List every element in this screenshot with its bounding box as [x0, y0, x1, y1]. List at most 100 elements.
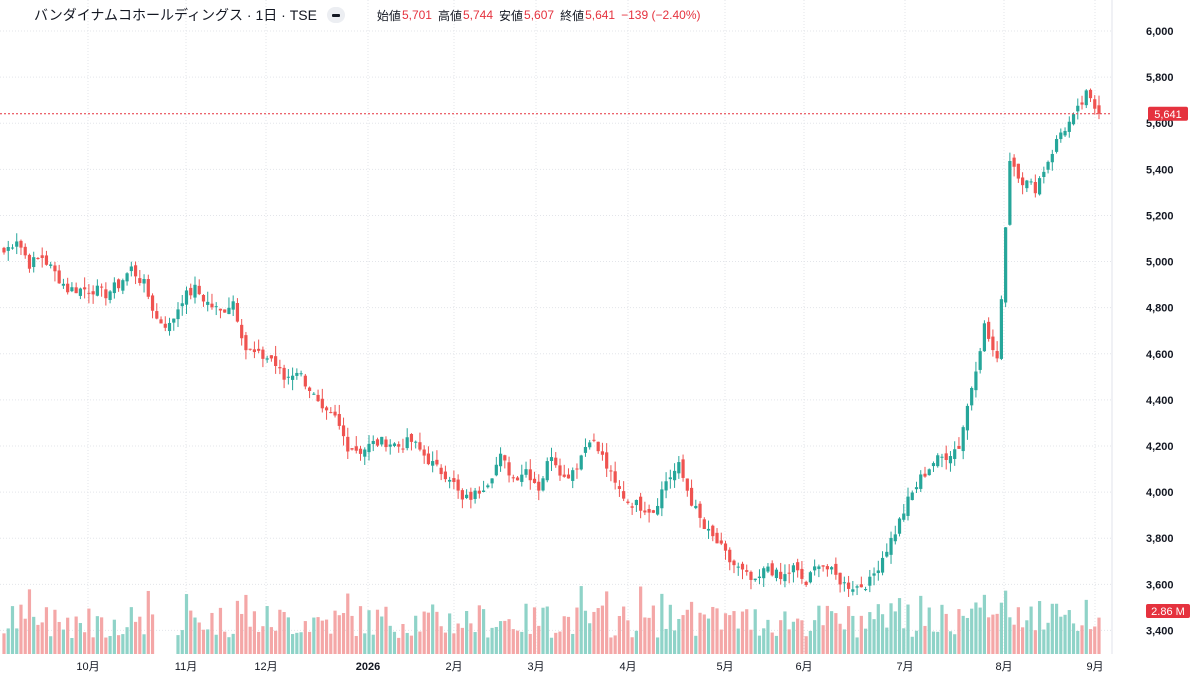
candle-body	[991, 336, 995, 351]
volume-bar	[414, 615, 418, 654]
candle-body	[159, 319, 163, 324]
candle-body	[307, 387, 312, 391]
volume-bar	[2, 633, 6, 654]
candle-body	[821, 565, 825, 567]
candle-body	[923, 473, 927, 477]
x-tick-label: 6月	[795, 661, 812, 673]
volume-bar	[36, 624, 40, 654]
candle-body	[1021, 177, 1025, 186]
y-tick-label: 4,400	[1146, 395, 1174, 407]
volume-bar	[494, 626, 498, 654]
volume-bar	[465, 610, 469, 654]
volume-bar	[291, 634, 295, 654]
candle-body	[397, 444, 401, 447]
volume-bar	[418, 631, 422, 654]
candle-body	[460, 490, 464, 500]
x-tick-label: 5月	[716, 661, 733, 673]
candle-body	[919, 474, 923, 489]
volume-bar	[507, 619, 511, 654]
volume-bar	[787, 629, 791, 654]
candle-body	[749, 571, 753, 580]
volume-bar	[978, 607, 982, 654]
volume-label: 2.86 M	[1151, 606, 1185, 618]
candle-body	[507, 462, 511, 476]
volume-bar	[520, 631, 524, 654]
candle-body	[439, 467, 443, 475]
volume-bar	[991, 614, 995, 654]
volume-bar	[545, 606, 549, 654]
candle-body	[902, 513, 906, 520]
y-tick-label: 5,400	[1146, 164, 1174, 176]
volume-bar	[834, 613, 838, 654]
volume-bar	[473, 632, 477, 654]
volume-bar	[490, 627, 494, 654]
volume-bar	[57, 621, 61, 654]
candle-body	[732, 560, 736, 566]
volume-bar	[677, 618, 681, 654]
candle-body	[600, 451, 605, 455]
volume-bar	[1046, 622, 1050, 654]
volume-bar	[324, 619, 329, 654]
candle-body	[15, 241, 19, 247]
volume-bar	[825, 605, 829, 654]
volume-bar	[592, 611, 596, 654]
volume-bar	[1004, 590, 1008, 654]
volume-bar	[74, 616, 78, 654]
volume-bar	[804, 636, 808, 654]
volume-bar	[723, 613, 728, 654]
volume-bar	[133, 621, 138, 654]
volume-bar	[431, 604, 435, 654]
candle-body	[1042, 171, 1046, 177]
volume-bar	[694, 635, 698, 654]
volume-bar	[651, 605, 655, 654]
volume-bar	[354, 635, 358, 654]
volume-bar	[375, 609, 380, 654]
candle-body	[70, 287, 74, 292]
candle-body	[473, 490, 477, 499]
candle-body	[346, 436, 350, 452]
candle-body	[66, 283, 70, 293]
candle-body	[1029, 181, 1033, 183]
candle-body	[1012, 157, 1016, 167]
volume-bar	[66, 617, 70, 654]
volume-bar	[121, 634, 125, 654]
candle-body	[745, 570, 749, 572]
candle-body	[142, 279, 146, 284]
volume-bar	[554, 632, 558, 654]
collapse-toggle-icon[interactable]	[326, 7, 345, 23]
volume-bar	[846, 606, 851, 654]
change-value: −139 (−2.40%)	[621, 8, 701, 22]
volume-bar	[371, 634, 375, 654]
candle-body	[180, 303, 184, 307]
volume-bar	[15, 628, 19, 654]
candle-body	[214, 306, 218, 308]
candle-body	[825, 566, 829, 570]
candle-body	[672, 470, 677, 481]
volume-bar	[656, 637, 660, 654]
candle-body	[83, 287, 87, 290]
volume-bar	[231, 633, 235, 654]
candle-body	[252, 349, 257, 353]
candle-body	[337, 413, 341, 426]
candle-body	[350, 448, 354, 450]
volume-bar	[863, 628, 868, 654]
y-tick-label: 4,600	[1146, 349, 1174, 361]
candle-body	[435, 459, 439, 465]
candle-body	[944, 453, 948, 460]
volume-bar	[902, 628, 906, 654]
volume-bar	[176, 635, 180, 654]
candle-body	[757, 576, 762, 579]
candle-body	[626, 501, 630, 503]
candle-body	[363, 449, 367, 457]
candle-body	[380, 436, 384, 445]
candle-body	[893, 534, 897, 542]
candle-body	[23, 246, 27, 256]
candle-body	[1004, 227, 1008, 303]
volume-bar	[448, 613, 452, 654]
symbol-title[interactable]: バンダイナムコホールディングス · 1日 · TSE	[34, 7, 317, 23]
candle-body	[651, 510, 655, 513]
volume-bar	[571, 633, 575, 654]
volume-bar	[575, 607, 579, 654]
